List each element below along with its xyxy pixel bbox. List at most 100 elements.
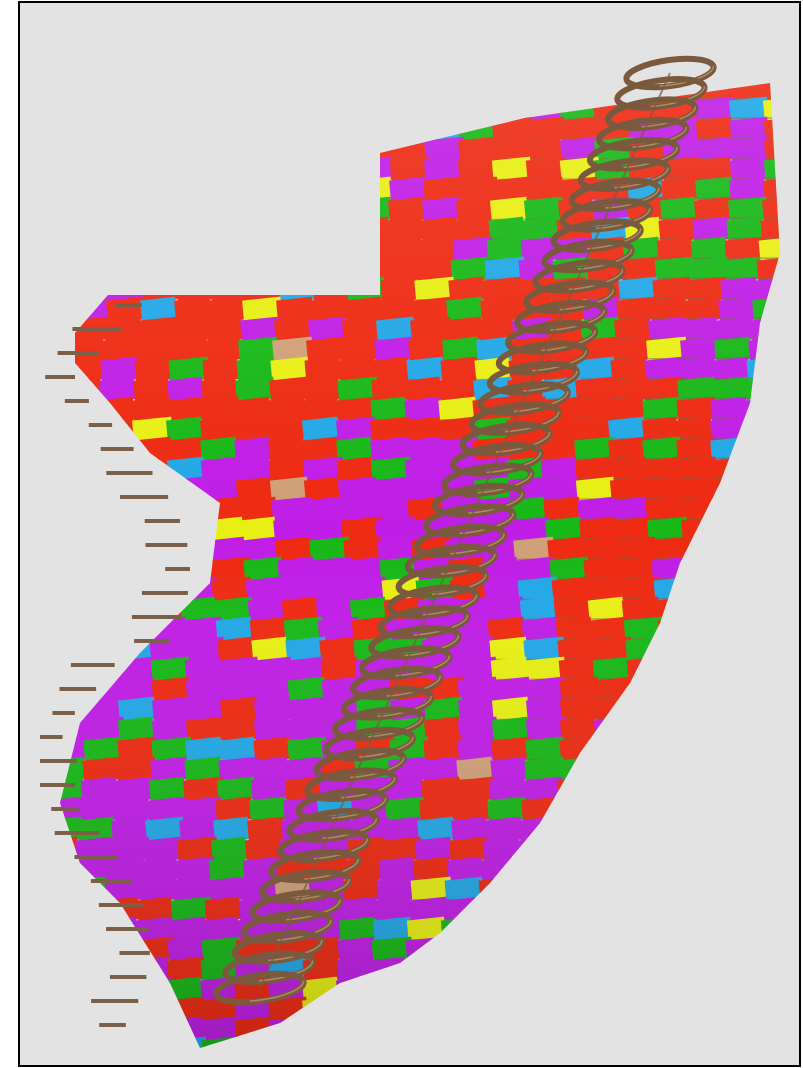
sheet-tile — [253, 156, 295, 183]
sheet-tile — [648, 876, 685, 903]
sheet-tile — [83, 136, 125, 163]
sheet-tile — [695, 736, 734, 763]
sheet-tile — [60, 316, 76, 343]
sheet-tile — [716, 876, 753, 903]
sheet-tile — [608, 1016, 650, 1043]
sheet-tile — [33, 1057, 75, 1065]
sheet-tile — [404, 956, 444, 983]
coil-highlight — [525, 280, 614, 311]
sheet-tile — [693, 636, 735, 663]
sheet-tile — [212, 256, 254, 283]
sheet-tile — [60, 556, 76, 583]
sheet-tile — [795, 777, 799, 803]
sheet-tile — [575, 936, 616, 963]
sheet-tile — [689, 816, 727, 843]
sheet-edge — [60, 957, 780, 963]
sheet-tile — [798, 117, 799, 143]
sheet-tile — [608, 996, 648, 1023]
coil-highlight — [425, 504, 514, 535]
sheet-tile — [543, 1057, 584, 1065]
sheet-edge-tab — [119, 951, 150, 955]
sheet-tile — [779, 936, 780, 963]
sheet-tile — [112, 236, 152, 263]
sheet-tile — [721, 576, 758, 603]
sheet-tile — [761, 636, 780, 663]
sheet-tile — [60, 576, 82, 603]
sheet-tile — [60, 856, 79, 883]
sheet-tile — [728, 756, 768, 783]
sheet-tile — [148, 57, 185, 83]
sheet-tile — [781, 1057, 799, 1065]
sheet-tile — [678, 916, 717, 943]
sheet-tile — [610, 916, 652, 943]
coil-highlight — [343, 687, 432, 718]
sheet-tile — [714, 896, 754, 923]
sheet-tile — [789, 837, 799, 863]
sheet-tile — [203, 1057, 243, 1065]
sheet-edge-tab — [144, 519, 180, 523]
sheet-tile — [522, 57, 561, 83]
sheet-tile — [183, 196, 224, 223]
sheet-tile — [540, 976, 577, 1003]
sheet-tile — [252, 96, 290, 123]
sheet-tile — [184, 96, 225, 123]
sheet-tile — [725, 796, 765, 823]
sheet-tile — [512, 876, 554, 903]
sheet-tile — [783, 517, 799, 543]
sheet-tile — [728, 656, 771, 683]
sheet-edge-tab — [74, 855, 118, 859]
sheet-tile — [103, 516, 143, 543]
coil-highlight — [370, 626, 460, 657]
coil-highlight — [497, 341, 587, 372]
sheet-tile — [557, 83, 597, 103]
sheet-tile — [614, 876, 654, 903]
sheet-tile — [578, 896, 618, 923]
sheet-edge — [20, 1058, 799, 1062]
coil-highlight — [443, 463, 532, 494]
sheet-tile — [60, 936, 69, 963]
sheet-tile — [750, 876, 780, 903]
sheet-tile — [642, 976, 679, 1003]
sheet-tile — [555, 796, 595, 823]
sheet-tile — [609, 936, 649, 963]
sheet-edge-tab — [70, 663, 115, 667]
sheet-tile — [336, 1016, 378, 1043]
sheet-tile — [114, 216, 154, 243]
sheet-tile — [99, 1036, 137, 1048]
sheet-tile — [250, 57, 291, 83]
sheet-tile — [60, 196, 89, 223]
sheet-tile — [248, 236, 287, 263]
sheet-tile — [64, 956, 103, 983]
sheet-tile — [642, 1016, 682, 1043]
sheet-tile — [250, 216, 288, 243]
sheet-tile — [711, 1036, 751, 1048]
sheet-tile — [744, 456, 780, 483]
sheet-tile — [780, 357, 799, 383]
sheet-tile — [755, 576, 780, 603]
sheet-tile — [507, 1036, 545, 1048]
sheet-tile — [101, 1057, 141, 1065]
sheet-tile — [83, 176, 123, 203]
sheet-tile — [752, 856, 780, 883]
sheet-tile — [523, 83, 560, 103]
sheet-tile — [235, 1036, 274, 1048]
coil-highlight — [288, 809, 378, 840]
sheet-tile — [219, 136, 257, 163]
sheet-tile — [507, 936, 549, 963]
sheet-tile — [506, 996, 548, 1023]
sheet-edge-tab — [100, 447, 134, 451]
sheet-tile — [729, 736, 771, 763]
sheet-tile — [60, 996, 72, 1023]
sheet-tile — [237, 1057, 279, 1065]
sheet-tile — [779, 476, 780, 503]
sheet-tile — [798, 137, 799, 163]
sheet-tile — [797, 737, 799, 763]
sheet-tile — [760, 776, 780, 803]
sheet-tile — [574, 976, 616, 1003]
sheet-tile — [269, 1036, 311, 1048]
sheet-tile — [353, 83, 392, 103]
sheet-tile — [286, 96, 326, 123]
coil-highlight — [598, 118, 687, 149]
coil-highlight — [397, 565, 487, 596]
sheet-tile — [744, 416, 780, 443]
